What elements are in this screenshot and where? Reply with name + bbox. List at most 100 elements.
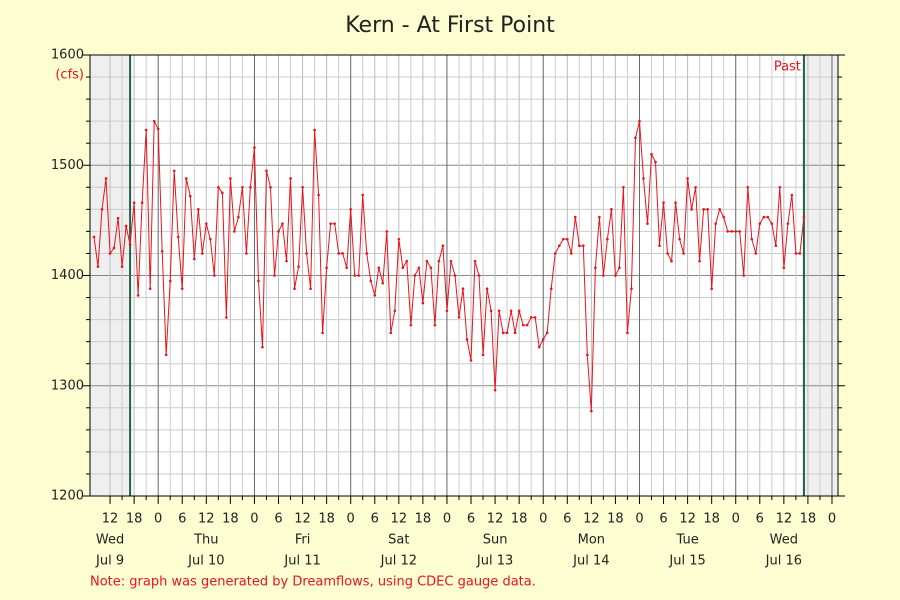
data-point xyxy=(766,215,770,219)
data-point xyxy=(385,230,389,233)
x-tick-label: 6 xyxy=(756,512,764,527)
data-point xyxy=(180,287,184,291)
data-point xyxy=(305,252,308,255)
data-point xyxy=(586,353,589,357)
data-point xyxy=(565,237,569,241)
data-point xyxy=(662,201,665,205)
data-point xyxy=(758,222,762,225)
data-point xyxy=(477,274,481,277)
data-point xyxy=(269,186,272,189)
data-point xyxy=(277,230,280,233)
data-point xyxy=(742,274,746,277)
data-point xyxy=(373,294,377,297)
data-point xyxy=(421,301,425,305)
data-point xyxy=(722,215,725,219)
date-label: Jul 9 xyxy=(95,554,124,569)
data-point xyxy=(192,257,196,261)
data-point xyxy=(682,252,685,255)
data-point xyxy=(614,274,617,277)
data-point xyxy=(124,224,128,228)
data-point xyxy=(630,287,633,291)
date-label: Jul 13 xyxy=(476,554,513,569)
data-point xyxy=(317,193,320,197)
data-point xyxy=(706,208,709,211)
data-point xyxy=(301,186,304,189)
data-point xyxy=(205,222,208,225)
data-point xyxy=(473,259,477,263)
data-point xyxy=(782,266,786,270)
y-tick-label: 1500 xyxy=(51,158,84,173)
data-point xyxy=(786,222,790,225)
data-point xyxy=(457,316,461,319)
data-point xyxy=(196,208,200,211)
x-tick-label: 18 xyxy=(222,512,239,527)
data-point xyxy=(333,222,336,225)
data-point xyxy=(710,287,713,291)
data-point xyxy=(557,244,561,248)
data-point xyxy=(517,309,521,313)
data-point xyxy=(393,309,397,313)
data-point xyxy=(658,244,661,248)
x-tick-label: 6 xyxy=(371,512,379,527)
x-tick-label: 12 xyxy=(679,512,696,527)
data-point xyxy=(573,215,577,219)
x-tick-label: 0 xyxy=(539,512,547,527)
data-point xyxy=(582,244,585,248)
data-point xyxy=(257,279,260,283)
x-tick-label: 6 xyxy=(659,512,667,527)
x-tick-label: 18 xyxy=(415,512,432,527)
data-point xyxy=(225,316,228,319)
data-point xyxy=(674,201,677,205)
data-point xyxy=(690,208,693,211)
x-tick-label: 6 xyxy=(274,512,282,527)
data-point xyxy=(337,252,340,255)
data-point xyxy=(569,252,573,255)
date-label: Jul 12 xyxy=(380,554,417,569)
data-point xyxy=(610,208,613,211)
data-point xyxy=(497,309,501,313)
data-point xyxy=(237,215,240,219)
data-point xyxy=(505,331,509,335)
weekday-label: Wed xyxy=(770,533,798,548)
data-point xyxy=(229,177,232,180)
data-point xyxy=(754,252,758,255)
data-point xyxy=(281,222,284,225)
weekday-label: Fri xyxy=(295,533,311,548)
data-point xyxy=(172,169,176,173)
data-point xyxy=(441,244,445,248)
data-point xyxy=(297,265,300,268)
data-point xyxy=(273,274,276,277)
data-point xyxy=(209,237,212,241)
data-point xyxy=(654,160,657,164)
x-tick-label: 18 xyxy=(703,512,720,527)
x-tick-label: 12 xyxy=(583,512,600,527)
data-point xyxy=(622,186,625,189)
x-tick-label: 12 xyxy=(487,512,504,527)
data-point xyxy=(377,266,381,270)
data-point xyxy=(730,230,734,233)
data-point xyxy=(686,177,689,180)
data-point xyxy=(694,186,697,189)
data-point xyxy=(541,338,545,341)
data-point xyxy=(128,243,132,246)
weekday-label: Wed xyxy=(96,533,124,548)
x-tick-label: 0 xyxy=(347,512,355,527)
data-point xyxy=(289,177,292,180)
data-point xyxy=(132,201,136,205)
data-point xyxy=(401,266,405,270)
data-point xyxy=(261,345,264,349)
data-point xyxy=(96,265,100,268)
data-point xyxy=(762,215,766,219)
x-tick-label: 18 xyxy=(607,512,624,527)
y-tick-label: 1300 xyxy=(51,378,84,393)
x-tick-label: 0 xyxy=(635,512,643,527)
x-tick-label: 0 xyxy=(828,512,836,527)
x-tick-label: 0 xyxy=(154,512,162,527)
x-tick-label: 0 xyxy=(250,512,258,527)
date-label: Jul 14 xyxy=(572,554,609,569)
y-unit: (cfs) xyxy=(55,68,84,83)
data-point xyxy=(770,222,774,225)
data-point xyxy=(245,252,248,255)
data-point xyxy=(425,259,429,263)
